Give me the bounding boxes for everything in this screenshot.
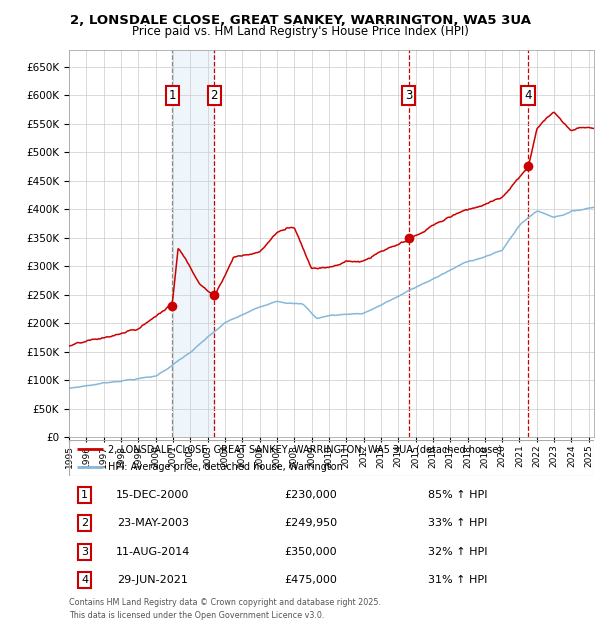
Text: 29-JUN-2021: 29-JUN-2021 (118, 575, 188, 585)
Text: 23-MAY-2003: 23-MAY-2003 (117, 518, 189, 528)
Bar (172, 50, 214, 437)
Text: 1: 1 (169, 89, 176, 102)
Text: 31% ↑ HPI: 31% ↑ HPI (428, 575, 487, 585)
Text: 2: 2 (211, 89, 218, 102)
Text: 3: 3 (405, 89, 412, 102)
Text: £350,000: £350,000 (284, 547, 337, 557)
Text: Price paid vs. HM Land Registry's House Price Index (HPI): Price paid vs. HM Land Registry's House … (131, 25, 469, 38)
Text: 33% ↑ HPI: 33% ↑ HPI (428, 518, 487, 528)
Text: £475,000: £475,000 (284, 575, 337, 585)
Text: 2: 2 (81, 518, 88, 528)
Text: 11-AUG-2014: 11-AUG-2014 (116, 547, 190, 557)
Text: 2, LONSDALE CLOSE, GREAT SANKEY, WARRINGTON, WA5 3UA: 2, LONSDALE CLOSE, GREAT SANKEY, WARRING… (70, 14, 530, 27)
Text: 4: 4 (524, 89, 532, 102)
Text: 3: 3 (81, 547, 88, 557)
Text: 1: 1 (81, 490, 88, 500)
Text: £249,950: £249,950 (284, 518, 337, 528)
Text: £230,000: £230,000 (284, 490, 337, 500)
Text: 4: 4 (81, 575, 88, 585)
Text: 2, LONSDALE CLOSE, GREAT SANKEY, WARRINGTON, WA5 3UA (detached house): 2, LONSDALE CLOSE, GREAT SANKEY, WARRING… (109, 445, 502, 454)
Text: HPI: Average price, detached house, Warrington: HPI: Average price, detached house, Warr… (109, 461, 343, 472)
Text: 15-DEC-2000: 15-DEC-2000 (116, 490, 190, 500)
Text: 32% ↑ HPI: 32% ↑ HPI (428, 547, 487, 557)
Text: 85% ↑ HPI: 85% ↑ HPI (428, 490, 487, 500)
Text: Contains HM Land Registry data © Crown copyright and database right 2025.: Contains HM Land Registry data © Crown c… (69, 598, 381, 607)
Text: This data is licensed under the Open Government Licence v3.0.: This data is licensed under the Open Gov… (69, 611, 325, 620)
